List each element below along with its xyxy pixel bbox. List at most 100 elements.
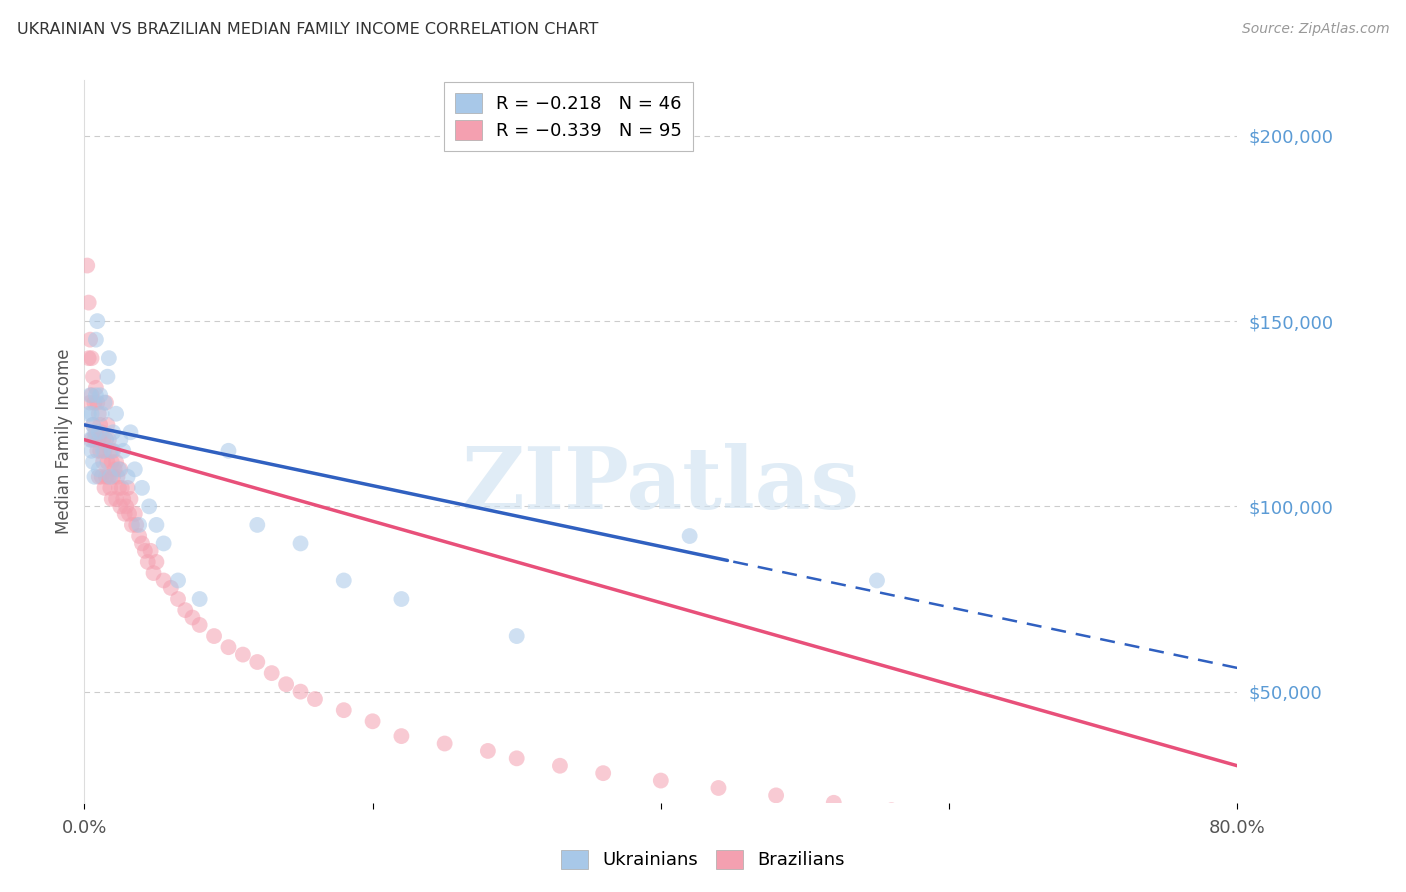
Point [103, 425, 124, 440]
Y-axis label: Median Family Income: Median Family Income [55, 349, 73, 534]
Point [94, 433, 117, 447]
Point [84, 381, 107, 395]
Point [477, 744, 499, 758]
Point [131, 481, 153, 495]
Point [97, 351, 120, 366]
Point [96, 369, 118, 384]
Point [181, 610, 204, 624]
Point [87, 425, 110, 440]
Point [117, 481, 139, 495]
Point [160, 581, 183, 595]
Point [103, 469, 124, 483]
Point [97, 433, 120, 447]
Point [100, 455, 122, 469]
Point [105, 407, 128, 421]
Point [77, 295, 100, 310]
Point [506, 751, 529, 765]
Point [86, 314, 108, 328]
Point [120, 425, 142, 440]
Legend: Ukrainians, Brazilians: Ukrainians, Brazilians [551, 840, 855, 879]
Point [94, 395, 117, 409]
Point [79, 395, 101, 409]
Point [79, 388, 101, 402]
Point [361, 714, 384, 729]
Point [96, 417, 118, 432]
Point [202, 629, 225, 643]
Point [134, 544, 156, 558]
Point [80, 388, 103, 402]
Point [880, 803, 903, 817]
Point [111, 481, 134, 495]
Point [167, 574, 190, 588]
Point [290, 684, 312, 698]
Point [1198, 833, 1220, 847]
Point [86, 395, 108, 409]
Point [391, 729, 413, 743]
Point [83, 425, 105, 440]
Point [145, 555, 167, 569]
Point [115, 500, 138, 514]
Point [124, 507, 146, 521]
Point [120, 491, 142, 506]
Text: Source: ZipAtlas.com: Source: ZipAtlas.com [1241, 22, 1389, 37]
Point [290, 536, 312, 550]
Point [433, 737, 456, 751]
Point [87, 462, 110, 476]
Point [84, 388, 107, 402]
Point [87, 433, 110, 447]
Point [167, 592, 190, 607]
Point [124, 462, 146, 476]
Legend: R = −0.218   N = 46, R = −0.339   N = 95: R = −0.218 N = 46, R = −0.339 N = 95 [444, 82, 693, 151]
Point [82, 455, 104, 469]
Point [82, 417, 104, 432]
Point [188, 618, 211, 632]
Point [260, 666, 283, 681]
Point [103, 443, 124, 458]
Point [304, 692, 326, 706]
Point [100, 443, 122, 458]
Point [333, 574, 356, 588]
Point [391, 592, 413, 607]
Point [76, 259, 98, 273]
Point [79, 333, 101, 347]
Point [218, 443, 240, 458]
Point [90, 469, 112, 483]
Point [83, 469, 105, 483]
Point [333, 703, 356, 717]
Point [80, 443, 103, 458]
Point [121, 517, 143, 532]
Point [117, 469, 139, 483]
Point [152, 574, 174, 588]
Point [83, 395, 105, 409]
Point [548, 758, 571, 772]
Point [89, 417, 111, 432]
Point [1025, 818, 1047, 832]
Point [98, 481, 121, 495]
Point [93, 395, 115, 409]
Point [276, 677, 298, 691]
Point [110, 462, 132, 476]
Point [152, 536, 174, 550]
Point [100, 491, 122, 506]
Point [112, 491, 135, 506]
Point [89, 443, 111, 458]
Point [246, 655, 269, 669]
Point [246, 517, 269, 532]
Point [823, 796, 845, 810]
Point [105, 491, 128, 506]
Point [90, 407, 112, 421]
Point [232, 648, 254, 662]
Point [174, 603, 197, 617]
Point [131, 536, 153, 550]
Point [97, 469, 120, 483]
Point [125, 517, 148, 532]
Point [506, 629, 529, 643]
Point [84, 425, 107, 440]
Point [145, 517, 167, 532]
Point [114, 507, 136, 521]
Point [82, 417, 104, 432]
Point [104, 462, 127, 476]
Point [87, 407, 110, 421]
Point [87, 469, 110, 483]
Point [1111, 825, 1133, 839]
